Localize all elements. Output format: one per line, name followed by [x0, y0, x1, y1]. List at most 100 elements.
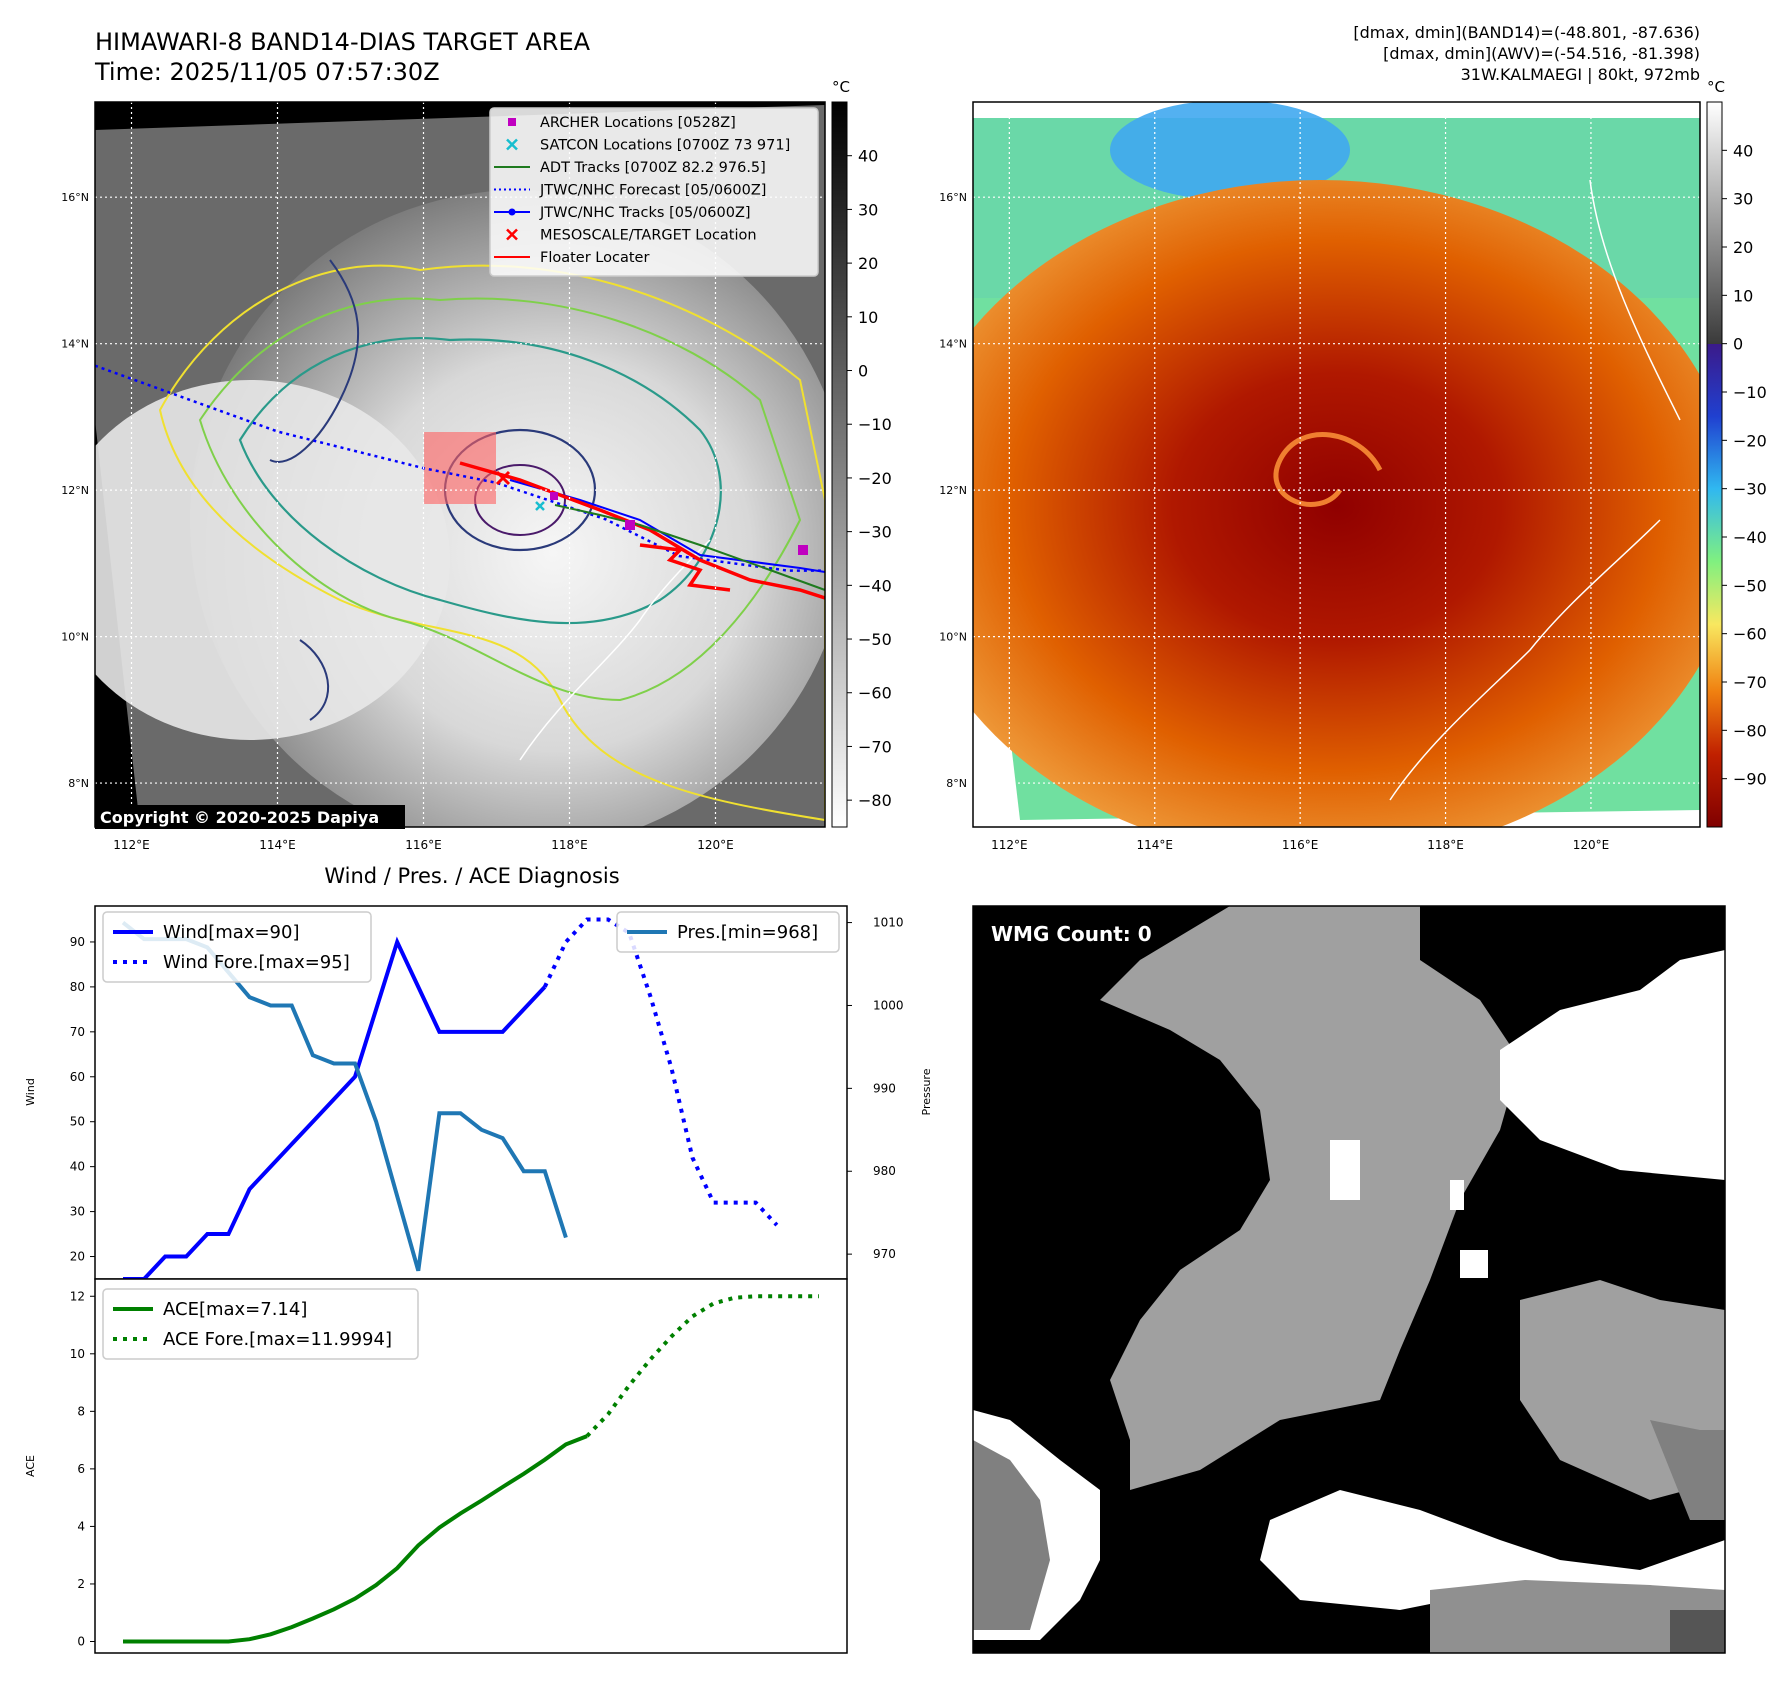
lon-tick-label: 112°E: [113, 838, 150, 852]
colorbar-tick-label: 0: [858, 362, 868, 381]
lat-tick-label: 12°N: [61, 484, 89, 497]
y-tick-label: 20: [70, 1250, 85, 1264]
y-tick-label: 6: [77, 1462, 85, 1476]
map-ir-color: 112°E 114°E 116°E 118°E 120°E 16°N 14°N 12°N 10°…: [939, 101, 1701, 852]
satcon-marker: [535, 501, 545, 511]
pressure-axis-label: Pressure: [920, 1068, 933, 1115]
y-tick-label: 50: [70, 1115, 85, 1129]
colorbar-tick-label: 40: [858, 147, 878, 166]
colorbar-tick-label: 20: [1733, 238, 1753, 257]
y-tick-label: 80: [70, 980, 85, 994]
diagnosis-title: Wind / Pres. / ACE Diagnosis: [324, 864, 619, 888]
map-b-ticks: 112°E 114°E 116°E 118°E 120°E 16°N 14°N 12°N 10°…: [939, 191, 1609, 852]
colorbar-tick-label: −50: [858, 630, 892, 649]
wind-pressure-chart: Wind Pressure 20 30 40 50 60 70 80 90 970 980 990 1…: [24, 905, 933, 1281]
chart-legend-label: Pres.[min=968]: [677, 922, 818, 943]
legend-marker: [506, 138, 518, 151]
map-title-line2: Time: 2025/11/05 07:57:30Z: [94, 58, 440, 86]
colorbar-tick-label: 30: [858, 200, 878, 219]
lon-tick-label: 114°E: [259, 838, 296, 852]
chart-legend-label: ACE[max=7.14]: [163, 1299, 307, 1320]
y-tick-label: 4: [77, 1519, 85, 1533]
colorbar-tick-label: −90: [1733, 770, 1767, 789]
target-area-box: [424, 432, 496, 504]
map-a-frame: [94, 101, 826, 828]
colorbar-tick-label: −80: [1733, 721, 1767, 740]
y-tick-label: 8: [77, 1404, 85, 1418]
y-tick-label: 60: [70, 1070, 85, 1084]
y2-tick-label: 970: [873, 1247, 896, 1261]
lon-tick-label: 120°E: [1573, 838, 1610, 852]
lat-tick-label: 10°N: [61, 631, 89, 644]
lat-tick-label: 12°N: [939, 484, 967, 497]
contour-teal: [238, 337, 722, 625]
map-legend: ARCHER Locations [0528Z] SATCON Locations…: [489, 107, 819, 277]
lon-tick-label: 112°E: [991, 838, 1028, 852]
y2-tick-label: 990: [873, 1081, 896, 1095]
legend-label: MESOSCALE/TARGET Location: [540, 228, 757, 244]
lat-tick-label: 14°N: [939, 338, 967, 351]
lon-tick-label: 116°E: [1282, 838, 1319, 852]
series-line: [543, 917, 779, 1227]
colorbar-tick-label: −40: [858, 576, 892, 595]
wmg-count-label: WMG Count: 0: [991, 922, 1152, 946]
chart-legend-box: [616, 911, 840, 953]
colorbar-tick-label: −60: [1733, 625, 1767, 644]
lon-tick-label: 116°E: [405, 838, 442, 852]
y-tick-label: 40: [70, 1160, 85, 1174]
y-tick-label: 70: [70, 1025, 85, 1039]
legend-label: SATCON Locations [0700Z 73 971]: [540, 138, 790, 154]
wmg-white-region: [1500, 950, 1725, 1180]
chart-legend-box: [102, 911, 372, 983]
colorbar-tick-label: 10: [1733, 286, 1753, 305]
contour-yellow: [158, 264, 825, 822]
wind-axis-label: Wind: [24, 1078, 37, 1106]
colorbar-tick-label: −10: [858, 415, 892, 434]
y-tick-label: 2: [77, 1577, 85, 1591]
y-tick-label: 10: [70, 1347, 85, 1361]
map-title-line1: HIMAWARI-8 BAND14-DIAS TARGET AREA: [95, 28, 591, 56]
map-b-grid: [973, 102, 1700, 827]
colorbar-gray: °C 40 30 20 10 0 −10 −20 −30 −40 −50 −60 −70 −80: [831, 78, 892, 828]
y-tick-label: 0: [77, 1634, 85, 1648]
colorbar-tick-label: −30: [1733, 480, 1767, 499]
colorbar-tick-label: 10: [858, 308, 878, 327]
colorbar-tick-label: −80: [858, 791, 892, 810]
chart-legend-label: Wind Fore.[max=95]: [163, 952, 350, 973]
ace-axis-label: ACE: [24, 1455, 37, 1477]
y2-tick-label: 980: [873, 1164, 896, 1178]
colorbar-tick-label: 20: [858, 254, 878, 273]
lat-tick-label: 16°N: [61, 191, 89, 204]
y-tick-label: 30: [70, 1205, 85, 1219]
floater-locater-track: [459, 461, 825, 600]
legend-label: JTWC/NHC Tracks [05/0600Z]: [539, 205, 751, 221]
series-line: [123, 936, 547, 1281]
colorbar-tick-label: 40: [1733, 141, 1753, 160]
colorbar-tick-label: 0: [1733, 335, 1743, 354]
archer-marker: [798, 545, 808, 555]
colorbar-color-unit: °C: [1707, 78, 1725, 96]
copyright-text: Copyright © 2020-2025 Dapiya: [100, 808, 379, 827]
legend-label: ARCHER Locations [0528Z]: [540, 115, 736, 131]
colorbar-gray-unit: °C: [832, 78, 850, 96]
adt-track: [554, 504, 825, 591]
chart-legend-label: ACE Fore.[max=11.9994]: [163, 1329, 392, 1350]
lon-tick-label: 118°E: [1427, 838, 1464, 852]
series-line: [123, 1434, 588, 1644]
colorbar-tick-label: −70: [1733, 673, 1767, 692]
lon-tick-label: 118°E: [551, 838, 588, 852]
wmg-gray-region: [1100, 906, 1520, 1490]
wmg-panel: WMG Count: 0: [972, 905, 1726, 1654]
colorbar-tick-label: −10: [1733, 383, 1767, 402]
info-line1: [dmax, dmin](BAND14)=(-48.801, -87.636): [1353, 23, 1700, 42]
storm-color-shield: [973, 180, 1700, 827]
legend-marker: [506, 228, 518, 241]
legend-label: ADT Tracks [0700Z 82.2 976.5]: [540, 160, 766, 176]
contour-lightgreen: [198, 297, 802, 702]
lat-tick-label: 16°N: [939, 191, 967, 204]
y-tick-label: 90: [70, 935, 85, 949]
y2-tick-label: 1000: [873, 998, 904, 1012]
colorbar-tick-label: −60: [858, 684, 892, 703]
lat-tick-label: 14°N: [61, 338, 89, 351]
